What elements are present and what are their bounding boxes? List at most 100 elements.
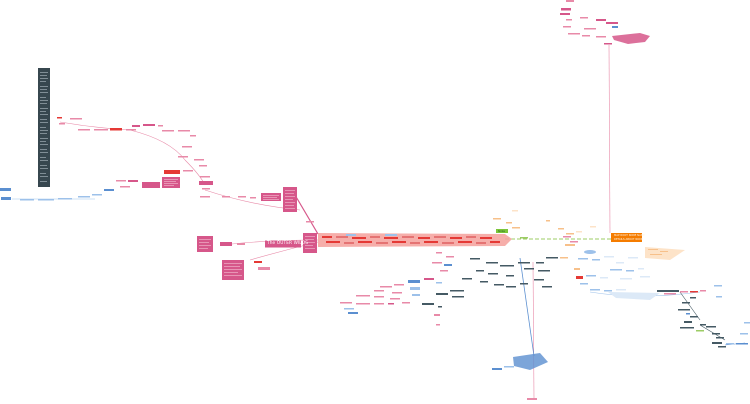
top-node: [580, 17, 588, 19]
lower-pink-blue[interactable]: [340, 252, 454, 326]
pink-node: [57, 117, 62, 119]
pink-node: [126, 129, 136, 131]
bottom-blue-fan[interactable]: [513, 353, 548, 370]
pink-node: [200, 176, 210, 178]
far-right-cluster[interactable]: [657, 285, 750, 348]
peach-node: [512, 227, 520, 229]
pink-node: [238, 196, 246, 198]
pink-node: [158, 125, 163, 127]
pink-node: [178, 130, 190, 132]
pink-node: [182, 146, 192, 148]
peach-node: [566, 233, 574, 235]
pink-node: [142, 182, 160, 188]
top-fan[interactable]: [612, 33, 650, 44]
pink-node: [194, 159, 204, 161]
fan-top-node-2[interactable]: [385, 234, 397, 236]
peach-node: [558, 228, 564, 230]
pink-node: [220, 242, 232, 246]
blue-node: [104, 189, 114, 191]
pink-note-lines: [164, 179, 315, 276]
connector-blue-diagonal: [519, 257, 535, 357]
blue-light-area[interactable]: [574, 250, 660, 300]
peach-node: [560, 257, 568, 259]
connector-top: [608, 44, 611, 234]
blue-node: [78, 196, 90, 198]
blue-node: [1, 197, 11, 200]
peach-node: [576, 231, 582, 233]
pink-node: [199, 165, 207, 167]
outer-wilds-label: The OUTER WILDS: [267, 241, 309, 246]
blue-node: [20, 199, 34, 201]
top-node: [596, 36, 606, 38]
fan-top-node-1[interactable]: [346, 234, 356, 236]
peach-node: [590, 226, 596, 228]
top-node: [563, 26, 571, 28]
peach-node: [520, 237, 528, 239]
pink-node: [250, 197, 256, 199]
pink-node: [222, 196, 230, 198]
peach-node: [512, 210, 518, 212]
bottom-blue-nodes[interactable]: [492, 366, 537, 400]
left-pink-cluster[interactable]: [57, 117, 317, 280]
peach-node: [493, 218, 501, 220]
top-node: [566, 19, 572, 21]
top-node: [582, 35, 590, 37]
hub-node-label: MAP ROOT NODE NAME: [614, 234, 645, 237]
outer-wilds-node[interactable]: [265, 240, 301, 248]
top-node: [606, 22, 618, 24]
green-node: [496, 229, 508, 233]
pink-node: [254, 261, 262, 263]
green-node-label: Nodes: [498, 229, 505, 233]
pink-node: [237, 243, 245, 245]
connector-pink-5: [294, 194, 319, 235]
connector-pink-2: [129, 129, 186, 161]
pink-node: [190, 135, 196, 137]
pink-node: [70, 118, 82, 120]
notes-panel-lines: [40, 72, 48, 182]
hub-node-peach-fan[interactable]: [645, 247, 685, 260]
pink-node: [132, 125, 140, 127]
pink-node: [162, 177, 180, 188]
pink-node: [258, 267, 270, 270]
blue-node: [0, 188, 11, 191]
top-node: [560, 13, 570, 15]
central-fan-items: [322, 236, 500, 244]
pink-node: [120, 186, 130, 188]
connector-bottom: [532, 261, 535, 400]
connector-pink-1: [59, 121, 131, 131]
top-node: [596, 19, 606, 21]
slate-branch[interactable]: [422, 257, 558, 308]
green-peach-nodes[interactable]: [493, 210, 596, 259]
blue-node: [92, 194, 102, 196]
top-cluster[interactable]: [560, 0, 618, 45]
peach-node: [506, 222, 512, 224]
pink-node: [306, 221, 314, 223]
top-node: [612, 26, 618, 28]
pink-node: [199, 181, 213, 185]
pink-node: [78, 129, 90, 131]
pink-node: [162, 130, 174, 132]
pink-node: [197, 236, 213, 252]
hub-node[interactable]: [611, 233, 642, 242]
pink-node: [183, 170, 193, 172]
pink-node: [143, 124, 155, 126]
central-branch-fan[interactable]: [318, 233, 512, 247]
top-node: [568, 33, 580, 35]
peach-node: [565, 244, 575, 246]
pink-node: [164, 170, 180, 174]
left-blue-nodes[interactable]: [0, 188, 114, 201]
pink-node: [178, 156, 188, 158]
pink-node: [116, 180, 126, 182]
blue-node: [58, 198, 72, 200]
pink-node: [94, 129, 108, 131]
pink-node: [128, 180, 138, 182]
top-node: [604, 43, 612, 45]
top-node: [566, 0, 574, 2]
pink-node: [200, 196, 210, 198]
blue-node: [38, 199, 54, 201]
connector-right-1: [679, 291, 701, 321]
pink-node: [59, 123, 65, 125]
right-red-nodes[interactable]: [563, 236, 578, 243]
top-node: [561, 8, 571, 11]
